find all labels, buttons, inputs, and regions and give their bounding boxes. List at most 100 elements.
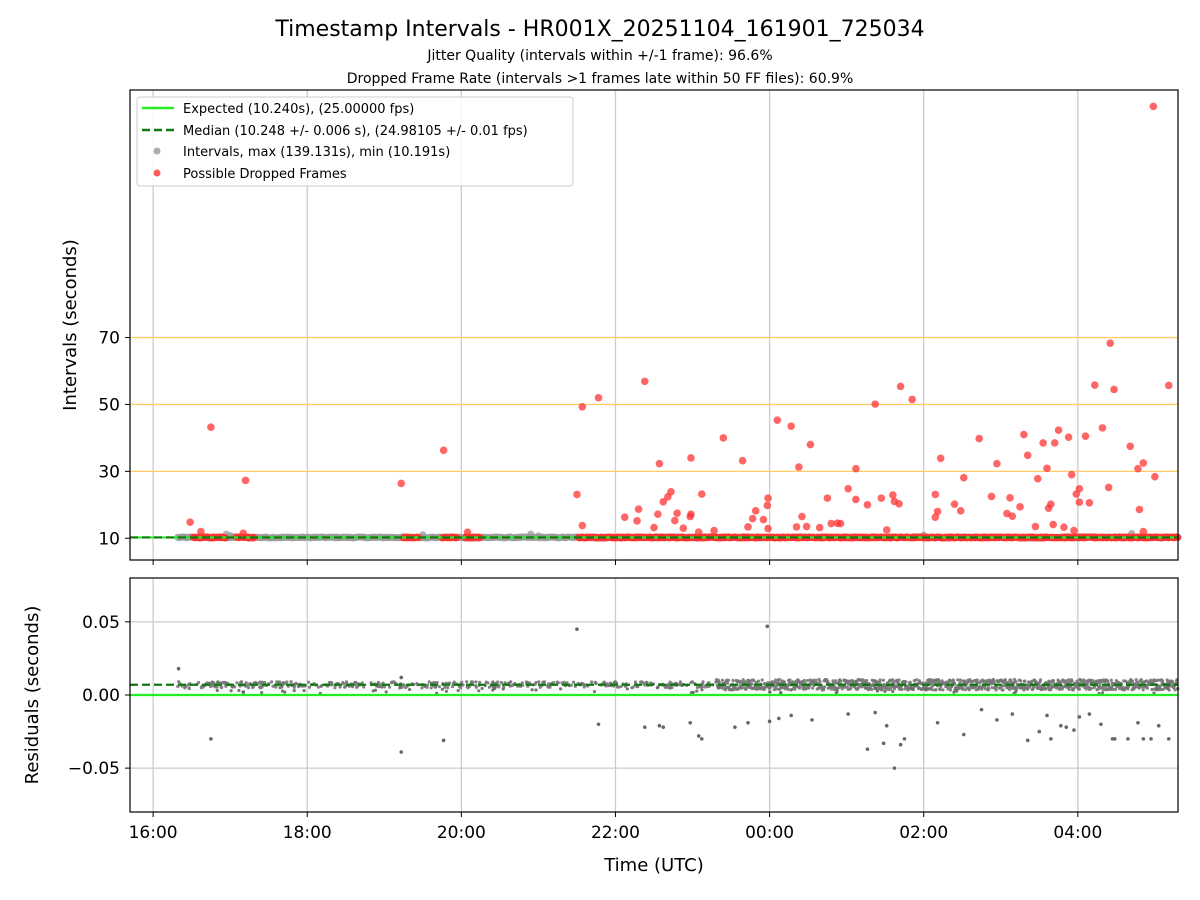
residual-point [865,747,870,751]
chart-subtitle-dropped: Dropped Frame Rate (intervals >1 frames … [347,71,854,87]
dropped-frame-point [956,507,965,515]
residual-point [707,681,711,685]
residual-point [924,687,928,692]
dropped-frame-point [1098,424,1107,432]
dropped-frame-point [802,522,811,531]
residual-point [1113,687,1118,692]
dropped-frame-point [1031,522,1040,531]
dropped-frame-point [634,505,643,513]
dropped-frame-point [710,526,718,535]
dropped-frame-point [764,494,772,502]
residual-point [1152,691,1156,695]
residual-point [870,687,874,692]
residual-point [376,680,381,684]
residual-point [1028,685,1032,689]
residual-point [1019,679,1023,683]
bottom-y-axis-label: Residuals (seconds) [22,606,43,785]
residual-point [1071,688,1075,692]
dropped-frame-point [573,490,581,499]
residual-point [434,685,438,689]
residual-point [1166,737,1171,741]
residual-point [814,678,818,682]
residual-point [382,685,387,689]
x-tick-label: 00:00 [745,823,794,843]
residual-point [432,681,436,685]
residual-point [1009,678,1013,682]
residual-point [883,689,887,693]
residual-point [330,683,334,687]
residual-point [952,690,956,694]
residual-point [777,716,781,721]
residual-point [260,680,264,684]
residual-point [961,686,965,690]
residual-point [239,680,244,684]
residual-point [955,689,959,693]
residual-point [534,688,538,692]
residual-point [509,680,513,684]
residual-point [1089,687,1093,691]
residual-point [668,680,672,684]
dropped-frame-point [1016,503,1024,511]
dropped-frame-point [806,440,815,449]
residual-point [408,687,412,692]
residual-point [1141,688,1145,692]
residual-point [233,685,237,689]
dropped-frame-point [1151,472,1159,481]
residual-point [746,720,750,725]
residual-point [688,720,693,725]
residual-point [437,684,442,689]
residual-point [643,683,647,687]
residual-point [1025,687,1030,691]
dropped-frame-point [687,454,695,462]
residual-point [215,685,219,689]
chart-title: Timestamp Intervals - HR001X_20251104_16… [274,17,924,42]
dropped-frame-point [751,507,760,515]
residual-point [307,685,312,689]
top-plot-frame [129,89,1179,561]
residual-point [1106,680,1110,685]
residual-point [631,685,635,689]
dropped-frame-point [798,512,806,521]
residual-point [441,738,446,743]
dropped-frame-point [694,528,703,537]
top-y-tick-label: 30 [98,462,120,482]
residual-point [891,689,895,694]
dropped-frame-point [844,484,852,493]
residual-point [501,687,505,691]
legend-box [136,96,574,187]
residual-point [459,686,463,690]
residual-point [750,682,754,686]
residual-point [934,688,938,692]
residual-point [837,685,841,690]
dropped-frame-point [836,519,845,528]
residual-point [823,685,827,689]
residual-point [1051,678,1056,683]
residual-point [890,678,895,682]
residual-point [1030,679,1034,684]
residual-point [726,678,731,682]
residual-point [941,688,945,692]
residual-point [897,678,901,682]
residual-point [1134,678,1138,682]
residual-point [961,732,966,737]
residual-point [496,680,500,684]
residual-point [427,680,431,684]
dropped-frame-point [1085,498,1094,507]
residual-point [1111,687,1115,691]
dropped-frame-point [987,492,996,501]
residual-point [1139,678,1143,682]
residual-point [927,687,931,691]
residual-point [1136,680,1140,684]
residual-point [491,680,495,684]
residual-point [456,688,460,693]
residual-point [810,686,815,690]
residual-point [773,678,778,682]
residual-point [847,682,851,686]
residual-point [1100,691,1105,695]
residual-point [444,689,448,693]
residual-point [690,680,694,684]
dropped-frame-point [1106,339,1114,348]
residual-point [881,678,885,682]
x-axis-label: Time (UTC) [603,855,704,876]
residual-point [633,680,638,684]
